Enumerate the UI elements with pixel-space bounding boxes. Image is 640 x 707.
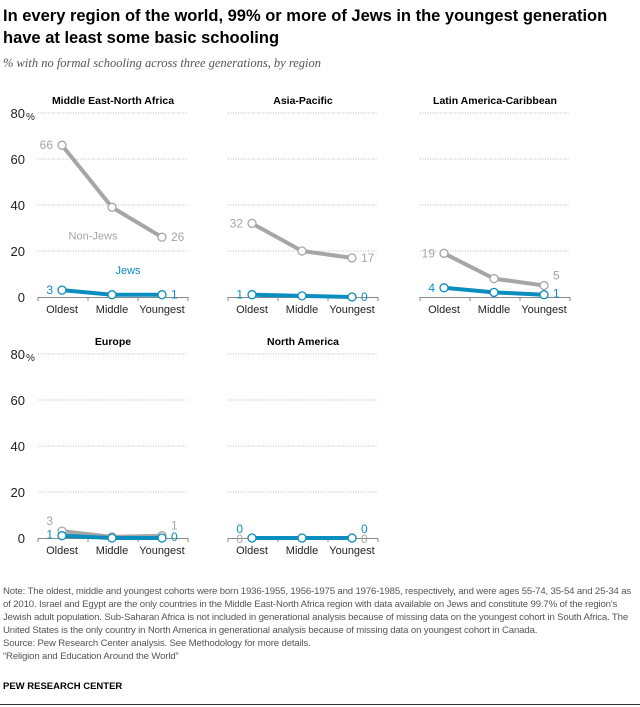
data-label: 5: [553, 269, 560, 283]
panel-title: Latin America-Caribbean: [433, 95, 557, 107]
x-tick-label: Youngest: [139, 304, 184, 316]
data-label: 4: [428, 281, 435, 295]
y-tick-label: 0: [18, 290, 25, 305]
x-tick-label: Middle: [286, 304, 318, 316]
jews-point: [247, 533, 257, 543]
non-jews-line: [60, 143, 164, 239]
legend-non-jews: Non-Jews: [69, 231, 118, 243]
jews-point: [57, 285, 67, 295]
data-label: 0: [171, 530, 178, 544]
y-tick-label: 60: [11, 152, 25, 167]
jews-point: [297, 291, 307, 301]
chart-title: In every region of the world, 99% or mor…: [3, 7, 608, 47]
source-text: Source: Pew Research Center analysis. Se…: [3, 638, 311, 649]
x-tick-label: Oldest: [428, 304, 460, 316]
data-label: 17: [361, 251, 375, 265]
data-label: 0: [361, 290, 368, 304]
data-label: 0: [236, 532, 243, 546]
legend-jews: Jews: [115, 265, 141, 277]
x-tick-label: Youngest: [329, 304, 374, 316]
x-tick-label: Middle: [96, 545, 128, 557]
jews-point: [539, 290, 549, 300]
jews-point: [439, 283, 449, 293]
brand-logo-text: PEW RESEARCH CENTER: [3, 681, 123, 692]
chart-subtitle: % with no formal schooling across three …: [3, 56, 322, 70]
note-text: Note: The oldest, middle and youngest co…: [3, 586, 632, 636]
x-tick-label: Youngest: [329, 545, 374, 557]
data-label: 0: [361, 532, 368, 546]
jews-point: [157, 290, 167, 300]
y-unit-label: %: [26, 353, 35, 364]
y-tick-label: 80: [11, 106, 25, 121]
bottom-rule: [0, 704, 640, 705]
non-jews-point: [57, 140, 67, 150]
non-jews-point: [439, 248, 449, 258]
y-tick-label: 60: [11, 393, 25, 408]
non-jews-point: [107, 202, 117, 212]
non-jews-point: [157, 232, 167, 242]
y-tick-label: 40: [11, 198, 25, 213]
x-tick-label: Oldest: [236, 545, 268, 557]
y-tick-label: 40: [11, 439, 25, 454]
x-tick-label: Middle: [478, 304, 510, 316]
x-tick-label: Oldest: [46, 304, 78, 316]
data-label: 32: [230, 216, 244, 230]
data-label: 0: [236, 522, 243, 536]
jews-point: [297, 533, 307, 543]
report-title: “Religion and Education Around the World…: [3, 651, 179, 662]
x-tick-label: Middle: [286, 545, 318, 557]
data-label: 1: [171, 288, 178, 302]
jews-point: [107, 533, 117, 543]
jews-point: [57, 531, 67, 541]
data-label: 19: [422, 246, 436, 260]
non-jews-point: [247, 218, 257, 229]
data-label: 1: [553, 287, 560, 301]
jews-point: [107, 290, 117, 300]
y-tick-label: 80: [11, 347, 25, 362]
x-tick-label: Youngest: [139, 545, 184, 557]
data-label: 1: [236, 288, 243, 302]
x-tick-label: Middle: [96, 304, 128, 316]
non-jews-point: [489, 273, 499, 284]
jews-point: [489, 287, 499, 298]
jews-point: [157, 533, 167, 543]
jews-point: [347, 533, 357, 543]
x-tick-label: Oldest: [236, 304, 268, 316]
data-label: 66: [40, 138, 54, 152]
non-jews-point: [347, 253, 357, 263]
jews-point: [247, 290, 257, 300]
y-unit-label: %: [26, 112, 35, 123]
x-tick-label: Oldest: [46, 545, 78, 557]
x-tick-label: Youngest: [521, 304, 566, 316]
data-label: 0: [361, 522, 368, 536]
small-multiples-chart: Middle East-North Africa Oldest Middle Youn…: [11, 95, 571, 557]
panel-title: Europe: [95, 336, 131, 348]
panel-title: Asia-Pacific: [273, 95, 333, 107]
non-jews-point: [539, 280, 549, 291]
non-jews-point: [297, 246, 307, 256]
data-label: 3: [46, 514, 53, 528]
data-label: 1: [171, 519, 178, 533]
y-tick-label: 20: [11, 244, 25, 259]
jews-point: [347, 292, 357, 302]
data-label: 1: [46, 528, 53, 542]
data-label: 3: [46, 283, 53, 297]
data-label: 26: [171, 230, 185, 244]
notes: Note: The oldest, middle and youngest co…: [3, 585, 639, 663]
y-tick-label: 0: [18, 531, 25, 546]
y-tick-label: 20: [11, 485, 25, 500]
panel-title: Middle East-North Africa: [52, 95, 174, 107]
panel-title: North America: [267, 336, 339, 348]
